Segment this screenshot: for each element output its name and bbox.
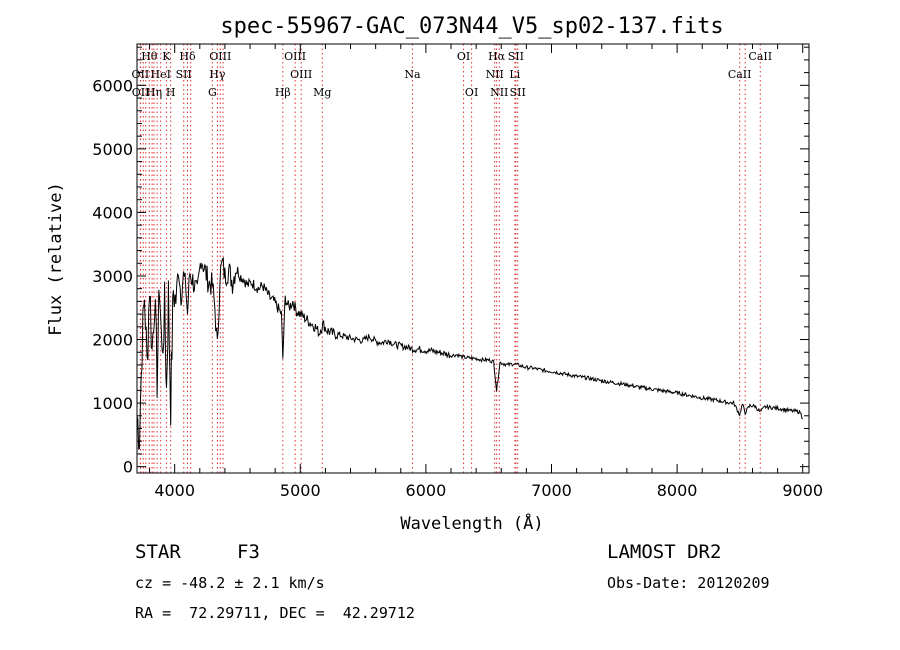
redshift-info: cz = -48.2 ± 2.1 km/s xyxy=(135,574,325,592)
plot-frame xyxy=(136,43,810,474)
spectral-line-label: H xyxy=(166,86,176,99)
spectral-line-label: Mg xyxy=(313,86,331,99)
spectral-line-label: OI xyxy=(457,50,470,63)
spectral-line-label: CaII xyxy=(748,50,772,63)
spectral-line-label: Hθ xyxy=(141,50,158,63)
spectral-line-label: NII xyxy=(486,68,504,81)
spectral-line-markers xyxy=(139,44,761,473)
spectral-line-label: G xyxy=(208,86,217,99)
spectral-line-label: Hγ xyxy=(209,68,226,81)
x-tick-label: 6000 xyxy=(406,481,447,500)
spectral-line-label: HeI xyxy=(151,68,171,81)
spectral-line-label: OII xyxy=(132,86,150,99)
y-tick-label: 5000 xyxy=(92,140,133,159)
y-tick-label: 2000 xyxy=(92,331,133,350)
x-tick-label: 5000 xyxy=(280,481,321,500)
spectral-line-label: OIII xyxy=(290,68,312,81)
flux-series xyxy=(136,256,804,450)
object-class: STAR xyxy=(135,541,181,563)
y-tick-label: 6000 xyxy=(92,76,133,95)
y-tick-label: 4000 xyxy=(92,203,133,222)
object-subclass: F3 xyxy=(237,541,260,563)
spectral-line-label: OIII xyxy=(284,50,306,63)
spectral-line-label: K xyxy=(162,50,171,63)
coordinates: RA = 72.29711, DEC = 42.29712 xyxy=(135,604,415,622)
spectral-line-label: CaII xyxy=(728,68,752,81)
observation-date: Obs-Date: 20120209 xyxy=(607,574,770,592)
x-tick-label: 9000 xyxy=(782,481,823,500)
spectral-line-label: Na xyxy=(404,68,421,81)
spectral-line-label: Hδ xyxy=(179,50,196,63)
x-tick-label: 7000 xyxy=(531,481,572,500)
x-tick-label: 4000 xyxy=(154,481,195,500)
y-tick-label: 3000 xyxy=(92,267,133,286)
survey-name: LAMOST DR2 xyxy=(607,541,722,563)
spectral-line-label: OII xyxy=(132,68,150,81)
spectral-line-label: SII xyxy=(176,68,192,81)
spectral-line-label: Hβ xyxy=(275,86,291,99)
y-tick-label: 0 xyxy=(123,458,133,477)
y-tick-label: 1000 xyxy=(92,394,133,413)
flux-line xyxy=(136,256,804,450)
spectral-line-label: NII xyxy=(490,86,508,99)
spectral-line-label: Hη xyxy=(146,86,162,99)
x-axis-label: Wavelength (Å) xyxy=(400,512,543,534)
y-axis-label: Flux (relative) xyxy=(46,182,66,336)
x-tick-label: 8000 xyxy=(657,481,698,500)
chart-title: spec-55967-GAC_073N44_V5_sp02-137.fits xyxy=(220,14,723,39)
spectral-line-label: SII xyxy=(510,86,526,99)
spectral-line-label: Li xyxy=(509,68,520,81)
axes: 4000 5000 6000 7000 8000 9000 0 1000 2000 3000 400… xyxy=(92,43,823,500)
spectral-line-label: SII xyxy=(508,50,524,63)
spectral-line-label: OIII xyxy=(209,50,231,63)
spectral-line-label: Hα xyxy=(488,50,506,63)
spectral-line-label: OI xyxy=(465,86,478,99)
